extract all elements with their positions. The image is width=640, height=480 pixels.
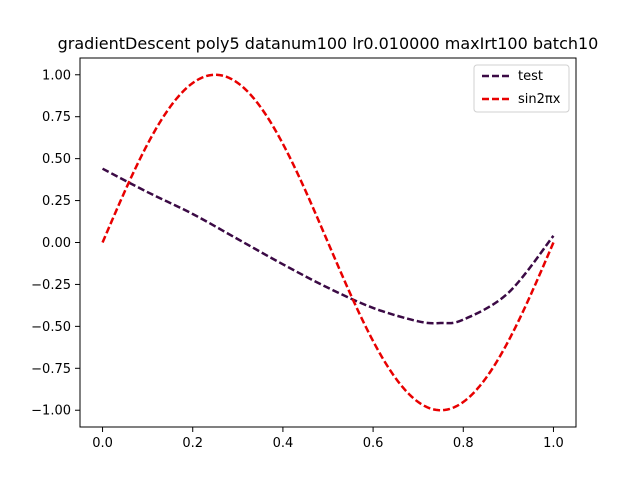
x-tick-label: 0.8 (453, 436, 474, 451)
y-tick-label: −0.50 (31, 320, 71, 335)
y-tick-label: 0.25 (42, 194, 71, 209)
series-line-test (101, 167, 555, 325)
y-tick-label: −0.25 (31, 278, 71, 293)
y-tick-label: 0.00 (42, 236, 71, 251)
y-tick-label: 0.75 (42, 110, 71, 125)
x-tick-label: 0.4 (273, 436, 294, 451)
y-tick-label: −0.75 (31, 362, 71, 377)
x-axis-ticks: 0.0 0.2 0.4 0.6 0.8 1.0 (92, 427, 564, 451)
legend-label-test: test (518, 69, 543, 84)
y-tick-label: −1.00 (31, 404, 71, 419)
x-tick-label: 0.6 (363, 436, 384, 451)
legend-label-sin: sin2πx (518, 92, 561, 107)
axes-frame (79, 57, 577, 428)
x-tick-label: 0.0 (92, 436, 113, 451)
legend: test sin2πx (473, 64, 570, 113)
y-tick-label: 1.00 (42, 68, 71, 83)
series-line-sin2pix (101, 73, 555, 412)
y-axis-ticks: 1.00 0.75 0.50 0.25 0.00 −0.25 −0.50 −0.75 −1.00 (31, 68, 80, 419)
y-tick-label: 0.50 (42, 152, 71, 167)
chart-title: gradientDescent poly5 datanum100 lr0.010… (58, 34, 599, 53)
series-lines (101, 73, 555, 412)
x-tick-label: 0.2 (182, 436, 203, 451)
x-tick-label: 1.0 (543, 436, 564, 451)
